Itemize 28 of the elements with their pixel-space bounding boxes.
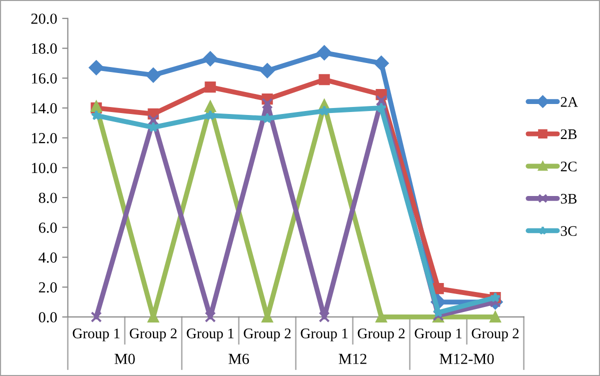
x-tick-label: Group 2 (130, 328, 177, 342)
y-tick-label: 2.0 (38, 282, 57, 293)
y-tick-label: 20.0 (31, 14, 57, 24)
y-tick-label: 10.0 (32, 162, 57, 174)
y-tick-label: 4.0 (38, 252, 57, 263)
text: M6 (228, 354, 249, 364)
x-tick-label: Group 2 (472, 328, 519, 342)
legend-label: 2C (560, 162, 576, 172)
legend-label: 3C (560, 226, 576, 236)
y-tick-label: 12.0 (32, 132, 57, 144)
x-tick-label: Group 2 (244, 328, 291, 342)
text: M12 (338, 354, 366, 364)
y-tick-label: 6.0 (38, 222, 57, 233)
x-tick-label: Group 1 (414, 328, 462, 342)
legend-label: 2A (560, 97, 578, 107)
x-tick-label: Group 1 (72, 328, 120, 342)
x-tick-label: Group 1 (300, 328, 348, 342)
y-tick-label: 18.0 (32, 43, 57, 54)
x-tick-label: Group 1 (186, 328, 234, 342)
legend-label: 3B (560, 194, 577, 204)
y-tick-label: 14.0 (32, 103, 57, 114)
y-tick-label: 8.0 (38, 192, 57, 204)
text: M0 (114, 354, 135, 364)
legend-label: 2B (560, 129, 577, 140)
y-tick-label: 0.0 (38, 312, 57, 322)
x-tick-label: Group 2 (358, 328, 405, 342)
y-tick-label: 16.0 (32, 73, 57, 84)
text: M12-M0 (440, 354, 494, 364)
